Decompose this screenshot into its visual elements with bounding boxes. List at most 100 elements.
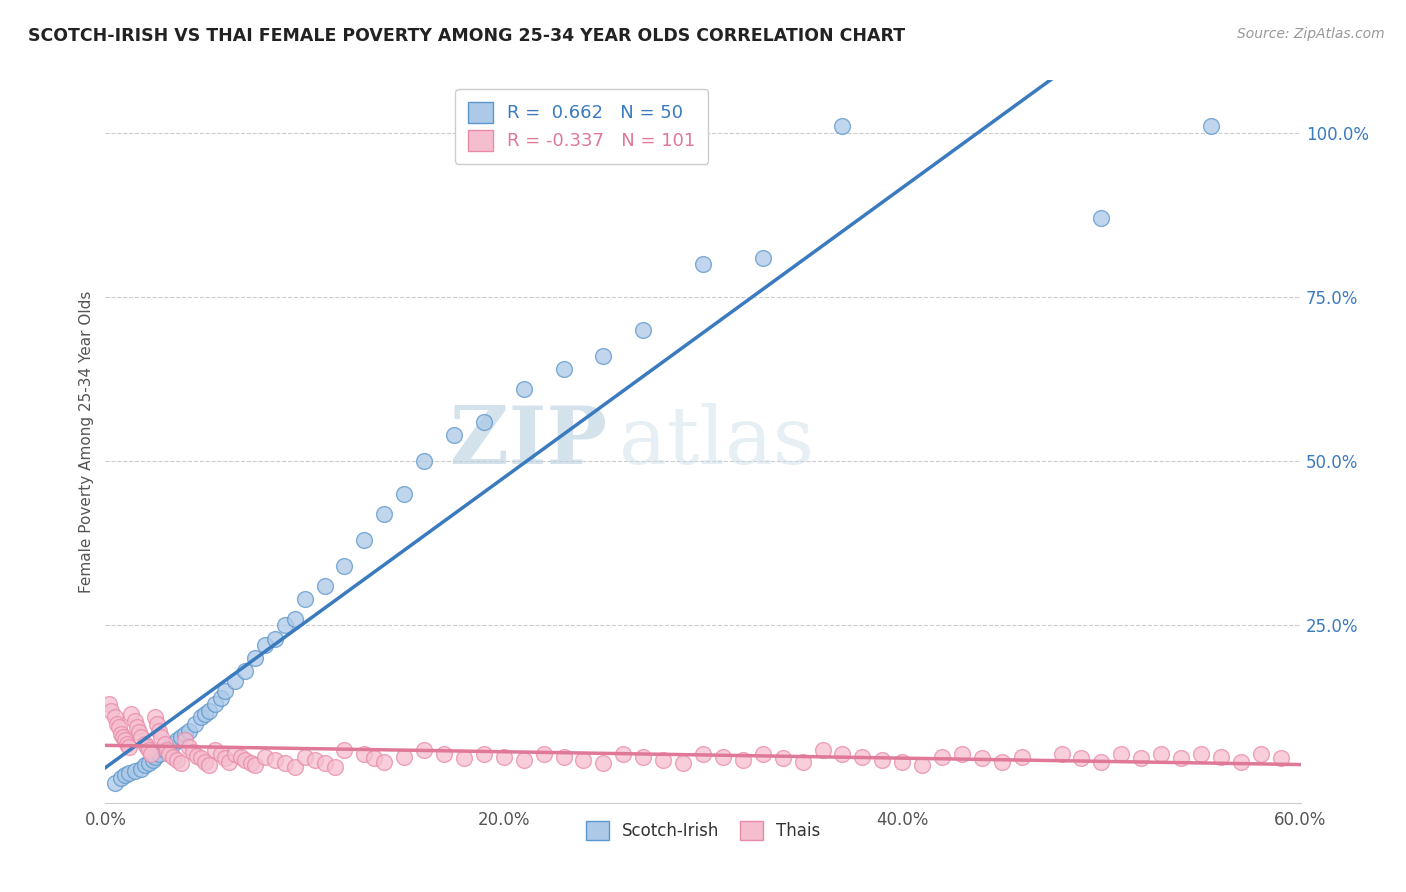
Point <box>98 698 121 712</box>
Point <box>931 749 953 764</box>
Point <box>273 756 295 771</box>
Text: SCOTCH-IRISH VS THAI FEMALE POVERTY AMONG 25-34 YEAR OLDS CORRELATION CHART: SCOTCH-IRISH VS THAI FEMALE POVERTY AMON… <box>28 27 905 45</box>
Point <box>692 747 714 761</box>
Point <box>831 747 853 761</box>
Point <box>891 755 914 769</box>
Point <box>239 756 262 771</box>
Point <box>128 724 150 739</box>
Point <box>1150 747 1173 761</box>
Point <box>751 747 773 761</box>
Point <box>148 723 170 738</box>
Point <box>1111 747 1133 761</box>
Point <box>170 756 193 771</box>
Point <box>1170 751 1192 765</box>
Point <box>166 733 188 747</box>
Point <box>114 768 136 782</box>
Point <box>136 739 159 754</box>
Point <box>751 251 773 265</box>
Point <box>950 747 973 761</box>
Point <box>127 720 149 734</box>
Point <box>146 717 169 731</box>
Point <box>413 743 436 757</box>
Y-axis label: Female Poverty Among 25-34 Year Olds: Female Poverty Among 25-34 Year Olds <box>79 291 94 592</box>
Point <box>204 743 226 757</box>
Point <box>472 747 495 761</box>
Point <box>104 710 127 724</box>
Point <box>104 776 127 790</box>
Point <box>553 749 575 764</box>
Point <box>129 730 153 744</box>
Point <box>1070 751 1092 765</box>
Point <box>224 674 246 689</box>
Point <box>1209 749 1232 764</box>
Point <box>198 704 221 718</box>
Point <box>284 760 307 774</box>
Point <box>373 755 395 769</box>
Point <box>198 757 221 772</box>
Point <box>112 730 135 744</box>
Point <box>592 756 614 771</box>
Point <box>472 415 495 429</box>
Point <box>243 651 266 665</box>
Point <box>156 743 179 757</box>
Point <box>157 747 180 761</box>
Point <box>166 753 188 767</box>
Point <box>138 743 160 757</box>
Point <box>970 751 993 765</box>
Point <box>333 743 356 757</box>
Point <box>1090 211 1112 226</box>
Point <box>323 760 346 774</box>
Point <box>117 737 139 751</box>
Point <box>633 749 655 764</box>
Point <box>214 684 236 698</box>
Point <box>184 717 207 731</box>
Point <box>181 745 204 759</box>
Point <box>553 362 575 376</box>
Point <box>233 665 256 679</box>
Point <box>118 766 141 780</box>
Point <box>811 743 834 757</box>
Point <box>209 690 232 705</box>
Point <box>141 747 163 761</box>
Point <box>194 755 217 769</box>
Point <box>652 753 675 767</box>
Point <box>872 753 894 767</box>
Point <box>148 747 170 761</box>
Point <box>792 755 814 769</box>
Point <box>162 749 184 764</box>
Point <box>513 753 536 767</box>
Point <box>731 753 754 767</box>
Point <box>124 714 146 728</box>
Point <box>124 764 146 779</box>
Point <box>143 710 166 724</box>
Point <box>633 323 655 337</box>
Point <box>692 257 714 271</box>
Point <box>1250 747 1272 761</box>
Point <box>851 749 873 764</box>
Point <box>373 507 395 521</box>
Point <box>353 747 375 761</box>
Point <box>433 747 456 761</box>
Point <box>177 739 201 754</box>
Point <box>162 737 184 751</box>
Point <box>174 727 197 741</box>
Text: Source: ZipAtlas.com: Source: ZipAtlas.com <box>1237 27 1385 41</box>
Point <box>263 753 285 767</box>
Point <box>100 704 122 718</box>
Point <box>142 753 165 767</box>
Point <box>294 592 316 607</box>
Point <box>177 723 201 738</box>
Point <box>443 428 465 442</box>
Point <box>174 733 197 747</box>
Point <box>612 747 634 761</box>
Point <box>314 579 336 593</box>
Point <box>990 755 1012 769</box>
Point <box>1050 747 1073 761</box>
Point <box>353 533 375 547</box>
Point <box>392 487 416 501</box>
Point <box>1229 755 1251 769</box>
Point <box>229 749 252 764</box>
Point <box>110 771 132 785</box>
Point <box>413 454 436 468</box>
Point <box>453 751 475 765</box>
